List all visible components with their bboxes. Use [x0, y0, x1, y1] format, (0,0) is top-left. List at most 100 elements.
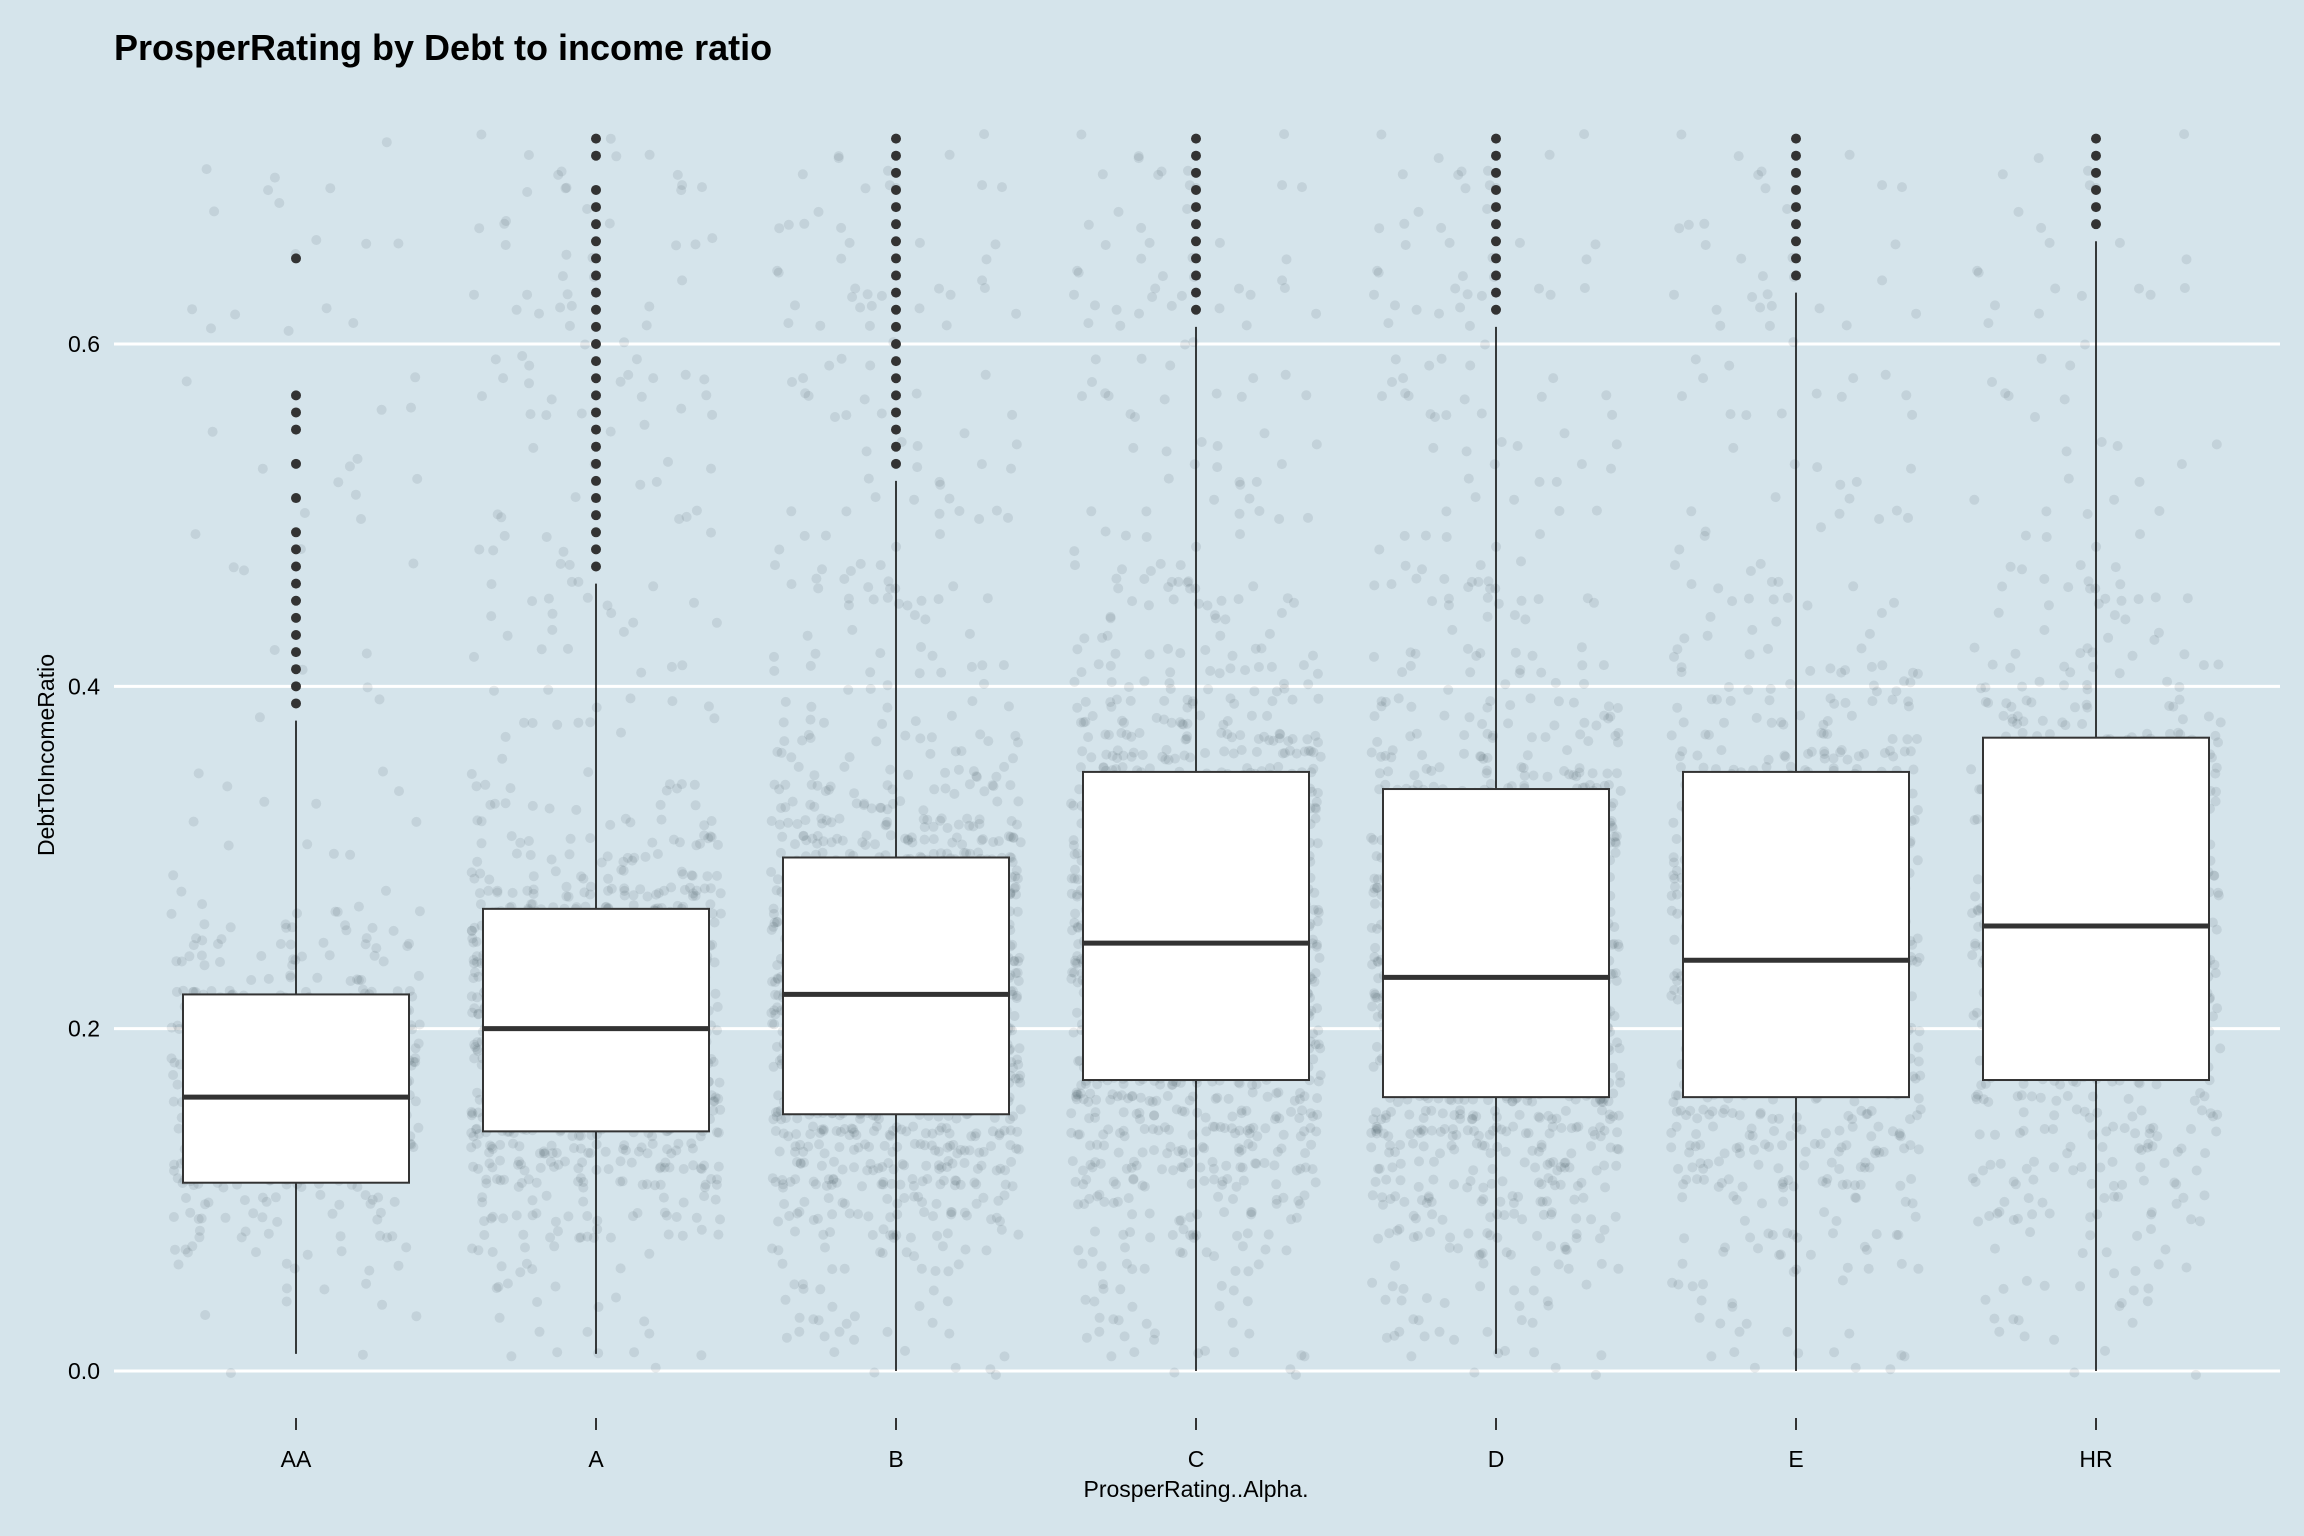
- jitter-point: [909, 1251, 920, 1262]
- jitter-point: [1173, 576, 1184, 587]
- jitter-point: [280, 919, 291, 930]
- jitter-point: [971, 1198, 982, 1209]
- jitter-point: [616, 727, 626, 738]
- jitter-point: [642, 1148, 653, 1159]
- jitter-point: [1262, 710, 1273, 721]
- jitter-point: [1076, 1080, 1087, 1091]
- jitter-point: [522, 289, 533, 300]
- jitter-point: [1112, 1196, 1123, 1207]
- jitter-point: [677, 1230, 688, 1241]
- jitter-point: [938, 1175, 949, 1186]
- jitter-point: [1276, 608, 1287, 618]
- jitter-point: [766, 1007, 777, 1018]
- jitter-point: [1312, 787, 1323, 798]
- jitter-point: [1110, 1179, 1121, 1190]
- jitter-point: [1571, 1229, 1582, 1240]
- jitter-point: [523, 150, 534, 160]
- jitter-point: [636, 1142, 647, 1153]
- jitter-point: [1012, 1054, 1023, 1065]
- jitter-point: [810, 648, 821, 659]
- jitter-point: [1010, 968, 1021, 979]
- jitter-point: [863, 582, 874, 593]
- jitter-point: [1099, 1196, 1110, 1207]
- jitter-point: [783, 318, 794, 329]
- jitter-point: [296, 1182, 307, 1192]
- jitter-point: [900, 730, 911, 741]
- jitter-point: [1313, 693, 1324, 704]
- jitter-point: [974, 818, 985, 829]
- jitter-point: [1121, 1163, 1132, 1174]
- jitter-point: [1613, 1263, 1624, 1274]
- jitter-point: [1291, 1165, 1302, 1176]
- jitter-point: [1560, 1105, 1571, 1116]
- jitter-point: [1125, 409, 1136, 420]
- jitter-point: [377, 1299, 388, 1310]
- jitter-point: [1092, 1079, 1103, 1090]
- jitter-point: [875, 560, 886, 571]
- jitter-point: [1168, 1165, 1179, 1176]
- jitter-point: [928, 1285, 939, 1296]
- jitter-point: [687, 891, 698, 902]
- jitter-point: [553, 169, 564, 180]
- jitter-point: [677, 660, 688, 671]
- jitter-point: [1119, 717, 1129, 728]
- jitter-point: [936, 813, 947, 824]
- jitter-point: [576, 408, 587, 419]
- jitter-point: [919, 1207, 930, 1218]
- jitter-point: [1242, 1125, 1253, 1136]
- jitter-point: [628, 1211, 638, 1222]
- jitter-point: [473, 1245, 484, 1256]
- jitter-point: [849, 1311, 860, 1322]
- jitter-point: [285, 939, 296, 950]
- jitter-point: [469, 1003, 480, 1014]
- jitter-point: [863, 473, 874, 484]
- jitter-point: [507, 887, 518, 898]
- jitter-point: [1603, 701, 1614, 712]
- jitter-point: [1299, 1126, 1310, 1137]
- jitter-point: [1528, 770, 1539, 781]
- jitter-point: [571, 804, 582, 815]
- jitter-point: [469, 289, 479, 300]
- jitter-point: [1105, 697, 1116, 708]
- jitter-point: [1210, 613, 1221, 624]
- jitter-point: [885, 830, 896, 841]
- jitter-point: [691, 505, 702, 516]
- jitter-point: [1279, 678, 1289, 689]
- jitter-point: [1559, 1241, 1570, 1252]
- jitter-point: [173, 1123, 184, 1134]
- jitter-point: [1134, 308, 1144, 319]
- jitter-point: [1090, 1226, 1100, 1237]
- jitter-point: [851, 798, 862, 809]
- jitter-point: [1270, 1114, 1281, 1125]
- jitter-point: [1464, 320, 1475, 331]
- jitter-point: [1214, 303, 1225, 314]
- jitter-point: [224, 985, 235, 996]
- jitter-point: [803, 729, 814, 740]
- jitter-point: [1118, 750, 1129, 761]
- jitter-point: [881, 819, 892, 830]
- jitter-point: [196, 950, 207, 961]
- jitter-point: [1107, 750, 1118, 761]
- jitter-point: [466, 991, 477, 1002]
- jitter-point: [654, 1163, 665, 1174]
- jitter-point: [1475, 1249, 1486, 1260]
- jitter-point: [809, 770, 820, 781]
- jitter-point: [501, 216, 511, 226]
- jitter-point: [831, 1126, 842, 1136]
- jitter-point: [1250, 1158, 1261, 1169]
- jitter-point: [705, 883, 716, 894]
- jitter-point: [1208, 1121, 1219, 1132]
- jitter-point: [919, 834, 930, 845]
- jitter-point: [917, 1197, 928, 1208]
- jitter-point: [901, 1126, 912, 1137]
- jitter-point: [1115, 320, 1126, 331]
- jitter-point: [1189, 459, 1200, 470]
- jitter-point: [919, 1140, 930, 1151]
- jitter-point: [406, 402, 416, 413]
- jitter-point: [1613, 1144, 1624, 1155]
- jitter-point: [1092, 1139, 1102, 1150]
- jitter-point: [469, 922, 480, 933]
- jitter-point: [1149, 1328, 1160, 1339]
- jitter-point: [1000, 1165, 1011, 1176]
- jitter-point: [1066, 873, 1077, 884]
